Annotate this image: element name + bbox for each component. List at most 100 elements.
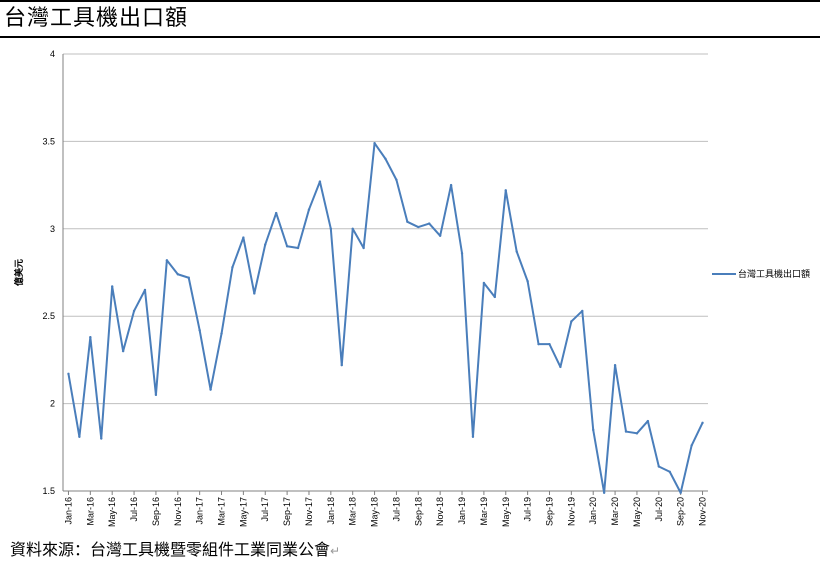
- data-point: [668, 470, 671, 473]
- data-point: [231, 266, 234, 269]
- data-point: [482, 281, 486, 285]
- data-point: [285, 245, 289, 248]
- x-tick-label: May-19: [501, 497, 511, 527]
- x-tick-label: Sep-18: [413, 497, 423, 526]
- data-point: [613, 363, 617, 367]
- data-point: [110, 285, 114, 288]
- y-tick-label: 1.5: [42, 486, 55, 496]
- x-tick-label: Nov-20: [698, 497, 708, 526]
- source-text: 資料來源：台灣工具機暨零組件工業同業公會: [10, 540, 331, 559]
- data-point: [635, 432, 639, 435]
- data-point: [340, 363, 343, 367]
- data-point: [187, 276, 190, 279]
- data-point: [515, 250, 518, 253]
- legend-label: 台灣工具機出口額: [738, 268, 810, 280]
- x-tick-label: Sep-17: [282, 497, 292, 526]
- data-point: [504, 189, 507, 192]
- y-tick-labels: 1.5 2 2.5 3 3.5 4: [42, 49, 55, 496]
- data-point: [548, 342, 551, 346]
- source-note: 資料來源：台灣工具機暨零組件工業同業公會↵: [10, 540, 340, 561]
- data-point: [362, 246, 365, 250]
- data-points: [67, 141, 704, 494]
- x-tick-label: Jan-17: [195, 497, 205, 525]
- data-point: [154, 393, 158, 397]
- y-tick-label: 3: [50, 224, 55, 234]
- data-point: [428, 222, 431, 225]
- data-point: [121, 349, 125, 353]
- data-point: [132, 309, 136, 313]
- x-tick-label: May-16: [107, 497, 117, 527]
- data-point: [602, 491, 606, 494]
- data-point: [701, 421, 704, 425]
- data-point: [296, 246, 300, 250]
- x-tick-label: Jan-18: [326, 497, 336, 525]
- y-tick-label: 4: [50, 49, 55, 59]
- x-tick-label: Jan-19: [457, 497, 467, 525]
- data-point: [438, 234, 442, 237]
- data-point: [493, 295, 497, 299]
- x-tick-label: Mar-18: [348, 497, 358, 526]
- x-tick-label: Mar-17: [217, 497, 227, 526]
- data-point: [417, 225, 420, 229]
- data-point: [329, 227, 333, 230]
- data-point: [646, 419, 650, 423]
- data-point: [373, 141, 376, 145]
- data-point: [559, 365, 562, 369]
- data-point: [176, 273, 179, 276]
- x-tick-label: May-20: [632, 497, 642, 527]
- x-tick-label: Sep-16: [151, 497, 161, 526]
- x-tick-label: Jul-17: [260, 497, 270, 522]
- data-point: [471, 435, 475, 439]
- data-point: [592, 428, 595, 432]
- x-tick-label: Nov-19: [566, 497, 576, 526]
- data-point: [449, 183, 453, 187]
- data-point: [460, 252, 464, 255]
- x-tick-label: Jan-20: [588, 497, 598, 525]
- data-point: [318, 180, 322, 183]
- data-point: [307, 208, 311, 211]
- data-point: [657, 465, 661, 468]
- y-tick-label: 3.5: [42, 136, 55, 146]
- x-tick-label: Jul-19: [523, 497, 533, 522]
- data-point: [100, 437, 103, 440]
- data-point: [581, 309, 584, 313]
- x-tick-label: Mar-16: [85, 497, 95, 526]
- title-divider: [0, 36, 820, 38]
- x-tick-label: Mar-20: [610, 497, 620, 526]
- data-point: [395, 178, 398, 182]
- data-point: [351, 227, 354, 230]
- x-tick-label: Jul-20: [654, 497, 664, 522]
- x-tick-label: Mar-19: [479, 497, 489, 526]
- page-title: 台灣工具機出口額: [4, 6, 189, 31]
- line-chart: 1.5 2 2.5 3 3.5 4 Jan-16 Mar-16 May-16 Jul-16 Sep…: [13, 49, 810, 527]
- data-point: [624, 430, 628, 433]
- data-point: [406, 220, 409, 224]
- data-point: [209, 388, 212, 391]
- gridlines: [63, 53, 708, 492]
- data-point: [89, 335, 92, 339]
- x-tick-labels: Jan-16 Mar-16 May-16 Jul-16 Sep-16 Nov-16 Jan-…: [63, 491, 708, 527]
- x-tick-label: Sep-19: [544, 497, 554, 526]
- data-point: [264, 243, 267, 246]
- data-point: [220, 332, 223, 335]
- y-tick-label: 2: [50, 399, 55, 409]
- data-point: [143, 288, 147, 292]
- data-point: [242, 236, 245, 239]
- x-tick-label: Sep-20: [676, 497, 686, 526]
- data-point: [198, 328, 201, 332]
- data-point: [679, 491, 682, 494]
- y-tick-label: 2.5: [42, 311, 55, 321]
- data-point: [384, 157, 387, 161]
- x-tick-label: Nov-16: [173, 497, 183, 526]
- data-point: [537, 342, 540, 346]
- top-border: [0, 0, 820, 2]
- data-point: [67, 372, 70, 376]
- data-point: [570, 320, 573, 323]
- data-point: [274, 211, 278, 215]
- x-tick-label: Jul-18: [391, 497, 401, 522]
- data-point: [78, 435, 81, 439]
- x-tick-label: Nov-18: [435, 497, 445, 526]
- series-line: [67, 142, 704, 494]
- data-point: [253, 292, 256, 295]
- y-axis-title: 億美元: [13, 259, 25, 286]
